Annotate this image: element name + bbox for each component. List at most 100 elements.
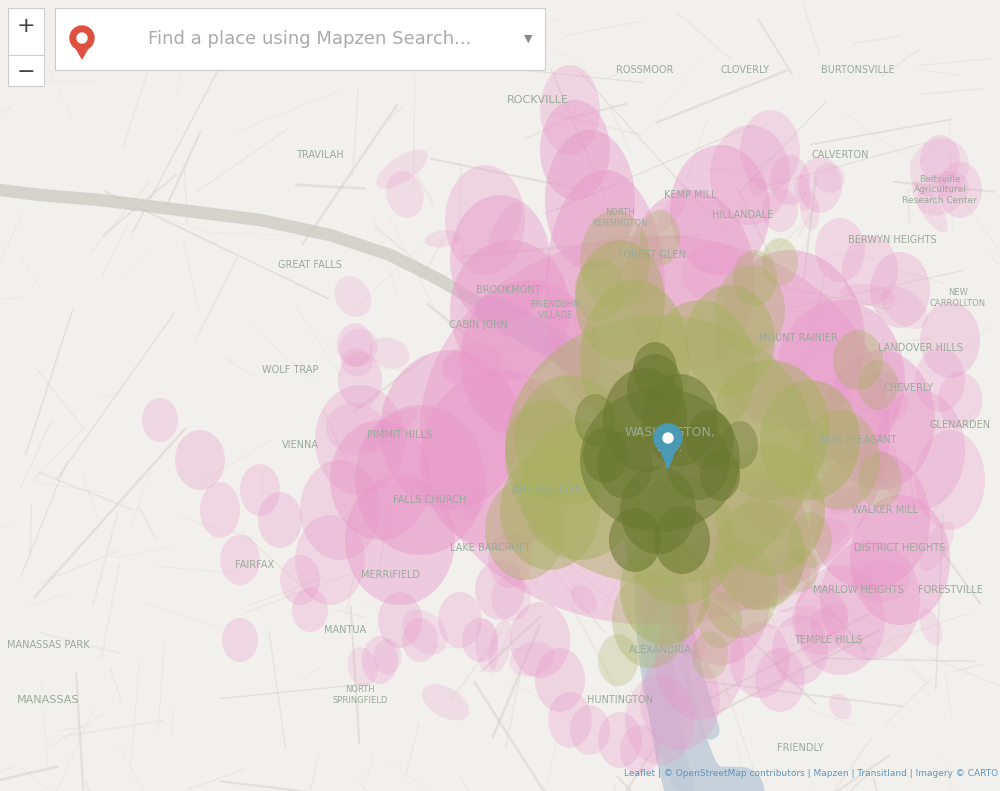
Text: +: + <box>17 16 35 36</box>
Ellipse shape <box>920 135 960 185</box>
Ellipse shape <box>620 725 660 775</box>
Circle shape <box>70 26 94 50</box>
Ellipse shape <box>715 250 865 430</box>
Ellipse shape <box>858 360 898 410</box>
Ellipse shape <box>690 470 810 610</box>
Ellipse shape <box>793 473 818 504</box>
Ellipse shape <box>858 452 902 508</box>
Text: HUNTINGTON: HUNTINGTON <box>587 695 653 705</box>
Ellipse shape <box>839 284 896 306</box>
Ellipse shape <box>583 427 627 483</box>
Ellipse shape <box>510 602 570 678</box>
Ellipse shape <box>700 449 740 501</box>
Ellipse shape <box>809 607 833 628</box>
Ellipse shape <box>917 172 969 216</box>
Text: MANASSAS PARK: MANASSAS PARK <box>7 640 89 650</box>
Ellipse shape <box>341 349 373 377</box>
Text: DISTRICT HEIGHTS: DISTRICT HEIGHTS <box>854 543 946 553</box>
Ellipse shape <box>910 138 969 198</box>
Ellipse shape <box>782 548 818 592</box>
Ellipse shape <box>762 188 798 232</box>
Ellipse shape <box>800 190 820 230</box>
Text: PIMMIT HILLS: PIMMIT HILLS <box>367 430 433 440</box>
Ellipse shape <box>655 600 745 720</box>
Ellipse shape <box>575 240 665 360</box>
Text: LANDOVER HILLS: LANDOVER HILLS <box>878 343 962 353</box>
Ellipse shape <box>545 130 635 270</box>
Text: FORESTVILLE: FORESTVILLE <box>918 585 982 595</box>
Ellipse shape <box>590 425 652 478</box>
Ellipse shape <box>815 218 865 282</box>
Ellipse shape <box>715 500 805 610</box>
Ellipse shape <box>911 180 948 233</box>
Ellipse shape <box>378 592 422 648</box>
Text: NORTH
KENSINGTON: NORTH KENSINGTON <box>592 208 648 228</box>
Ellipse shape <box>825 350 935 490</box>
Text: HILLANDALE: HILLANDALE <box>712 210 774 220</box>
Ellipse shape <box>540 100 610 200</box>
Ellipse shape <box>715 265 785 355</box>
Ellipse shape <box>548 692 592 748</box>
Ellipse shape <box>704 447 744 490</box>
Ellipse shape <box>850 495 950 625</box>
Ellipse shape <box>220 535 260 585</box>
Polygon shape <box>658 446 678 470</box>
Ellipse shape <box>570 705 610 755</box>
Ellipse shape <box>380 350 520 510</box>
Ellipse shape <box>775 300 905 460</box>
Ellipse shape <box>920 608 942 645</box>
Text: WASHINGTON,
D.C.: WASHINGTON, D.C. <box>625 426 715 454</box>
Ellipse shape <box>620 535 710 645</box>
Text: NORTH
SPRINGFIELD: NORTH SPRINGFIELD <box>332 685 388 705</box>
Text: MARLOW HEIGHTS: MARLOW HEIGHTS <box>813 585 903 595</box>
Text: FRIENDSHIP
VILLAGE: FRIENDSHIP VILLAGE <box>530 301 580 320</box>
Ellipse shape <box>625 190 755 370</box>
Text: FRIENDLY: FRIENDLY <box>777 743 823 753</box>
Text: ▼: ▼ <box>524 34 532 44</box>
Ellipse shape <box>813 163 845 193</box>
Ellipse shape <box>745 479 804 538</box>
Ellipse shape <box>620 466 696 554</box>
Ellipse shape <box>295 515 365 605</box>
Ellipse shape <box>575 394 615 446</box>
Ellipse shape <box>870 252 930 328</box>
Ellipse shape <box>376 149 428 189</box>
Ellipse shape <box>488 532 532 588</box>
Ellipse shape <box>765 547 810 612</box>
Ellipse shape <box>369 338 410 369</box>
Text: ALEXANDRIA: ALEXANDRIA <box>629 645 691 655</box>
Ellipse shape <box>833 330 883 390</box>
Circle shape <box>77 33 87 43</box>
Ellipse shape <box>442 353 475 385</box>
Ellipse shape <box>791 518 848 548</box>
Ellipse shape <box>491 576 531 621</box>
Ellipse shape <box>445 165 525 275</box>
Ellipse shape <box>881 286 928 329</box>
Ellipse shape <box>505 400 585 500</box>
Ellipse shape <box>875 390 965 510</box>
Ellipse shape <box>345 475 455 605</box>
Ellipse shape <box>639 566 664 623</box>
Ellipse shape <box>612 572 688 668</box>
Text: BURTONSVILLE: BURTONSVILLE <box>821 65 895 75</box>
Ellipse shape <box>488 202 522 257</box>
Ellipse shape <box>748 177 767 195</box>
Ellipse shape <box>603 368 687 472</box>
Ellipse shape <box>475 560 525 620</box>
Text: LAKE BARCROFT: LAKE BARCROFT <box>450 543 530 553</box>
Ellipse shape <box>347 647 378 687</box>
Ellipse shape <box>633 342 677 398</box>
Ellipse shape <box>488 619 512 673</box>
Ellipse shape <box>462 618 498 662</box>
Ellipse shape <box>755 648 805 712</box>
Ellipse shape <box>355 405 485 555</box>
Text: GREAT FALLS: GREAT FALLS <box>278 260 342 270</box>
Ellipse shape <box>481 379 516 417</box>
Ellipse shape <box>640 210 680 266</box>
Ellipse shape <box>770 155 810 205</box>
Ellipse shape <box>359 408 417 452</box>
Polygon shape <box>74 46 90 60</box>
Ellipse shape <box>707 547 751 604</box>
Ellipse shape <box>692 631 728 679</box>
Ellipse shape <box>762 238 798 286</box>
